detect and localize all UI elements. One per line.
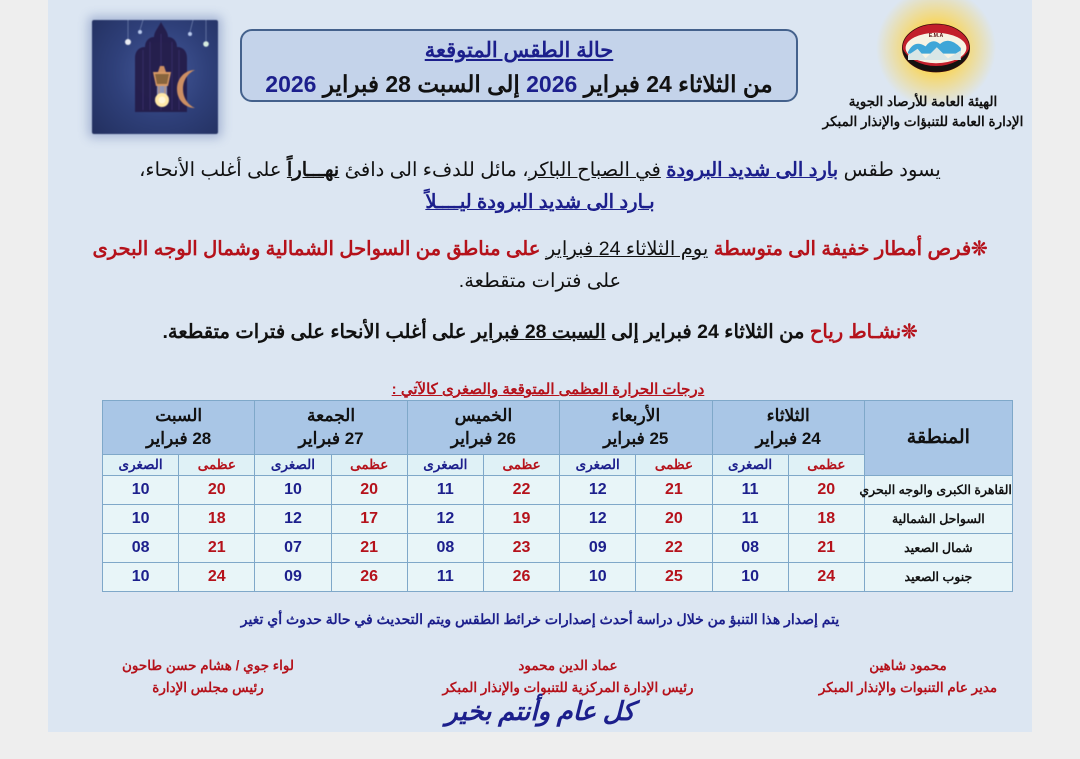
svg-text:E.M.A: E.M.A <box>929 33 944 39</box>
